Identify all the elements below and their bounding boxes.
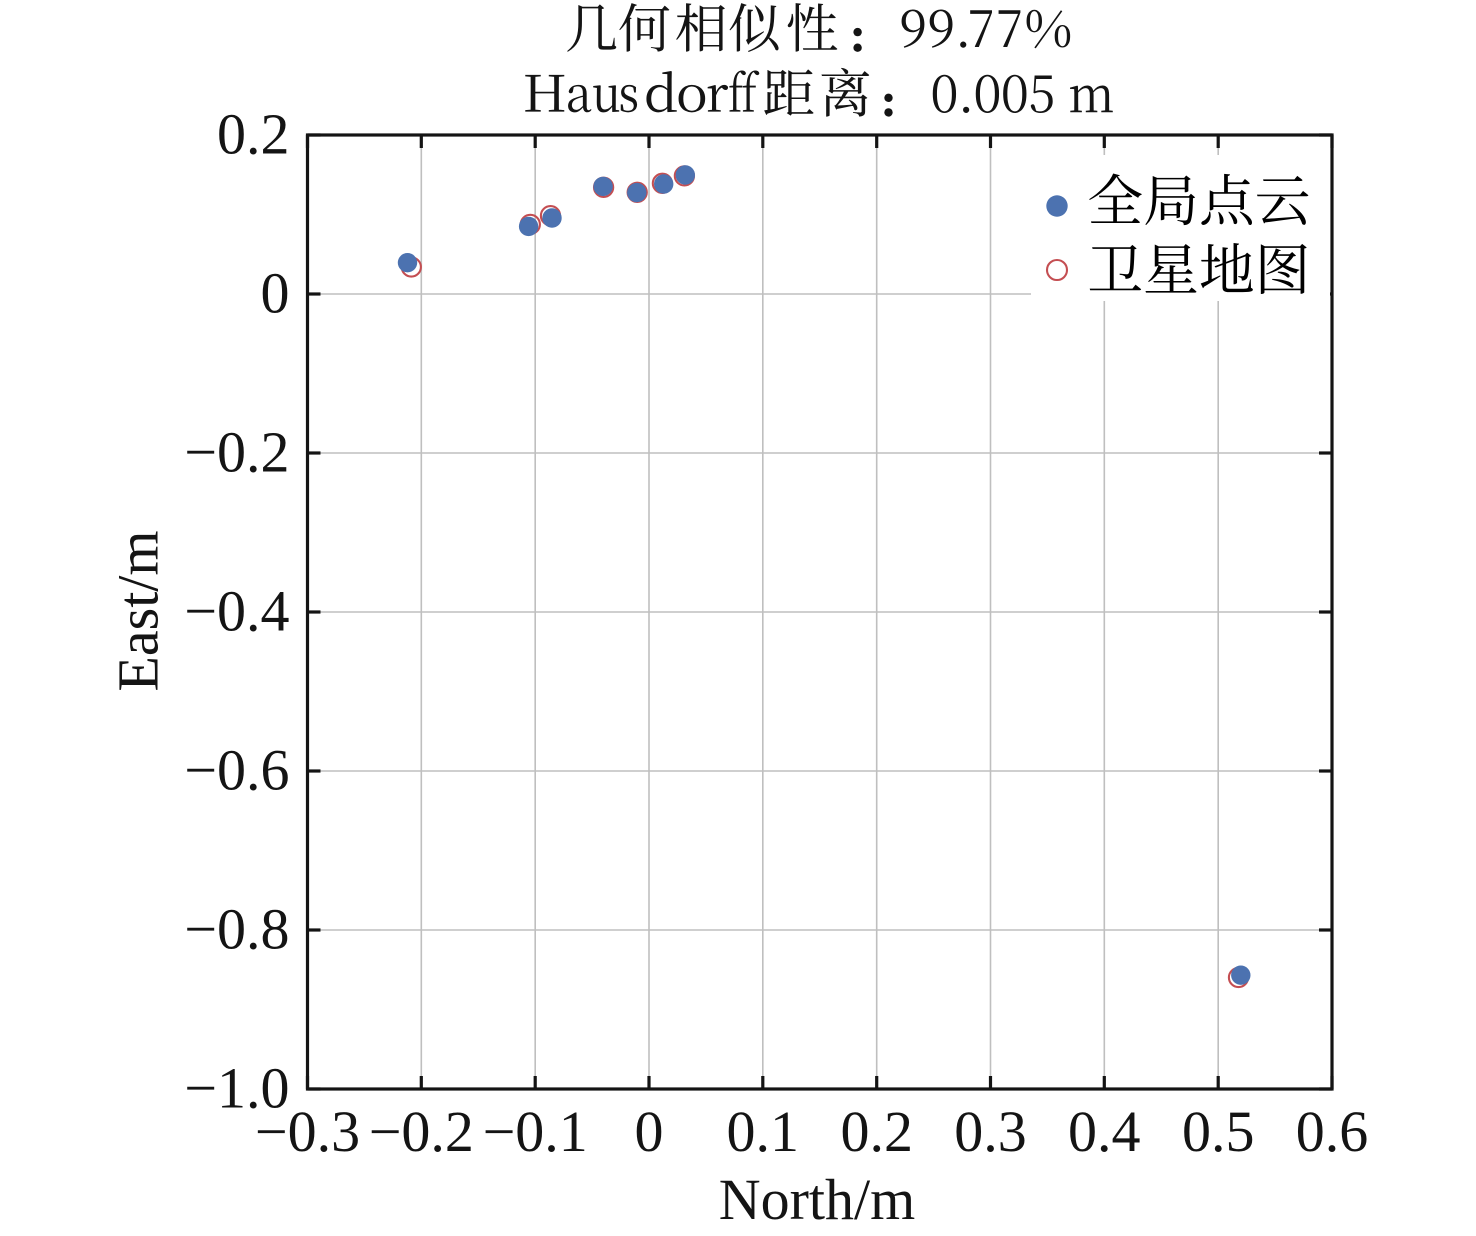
svg-text:0.3: 0.3 (954, 1099, 1027, 1164)
svg-text:East/m: East/m (106, 530, 171, 691)
svg-text:−0.8: −0.8 (184, 897, 289, 962)
svg-text:−1.0: −1.0 (184, 1056, 289, 1121)
svg-text:North/m: North/m (719, 1167, 916, 1232)
svg-text:0.1: 0.1 (727, 1099, 800, 1164)
svg-text:−0.2: −0.2 (369, 1099, 474, 1164)
svg-text:−0.4: −0.4 (184, 579, 289, 644)
svg-text:−0.3: −0.3 (255, 1099, 360, 1164)
svg-text:0.6: 0.6 (1296, 1099, 1369, 1164)
svg-text:−0.1: −0.1 (483, 1099, 588, 1164)
svg-text:0.4: 0.4 (1068, 1099, 1141, 1164)
svg-text:−0.2: −0.2 (184, 420, 289, 485)
svg-text:0.2: 0.2 (217, 102, 290, 167)
svg-text:0.2: 0.2 (840, 1099, 913, 1164)
svg-text:0: 0 (261, 261, 290, 326)
svg-text:−0.6: −0.6 (184, 738, 289, 803)
svg-text:0.5: 0.5 (1182, 1099, 1255, 1164)
svg-text:0: 0 (635, 1099, 664, 1164)
